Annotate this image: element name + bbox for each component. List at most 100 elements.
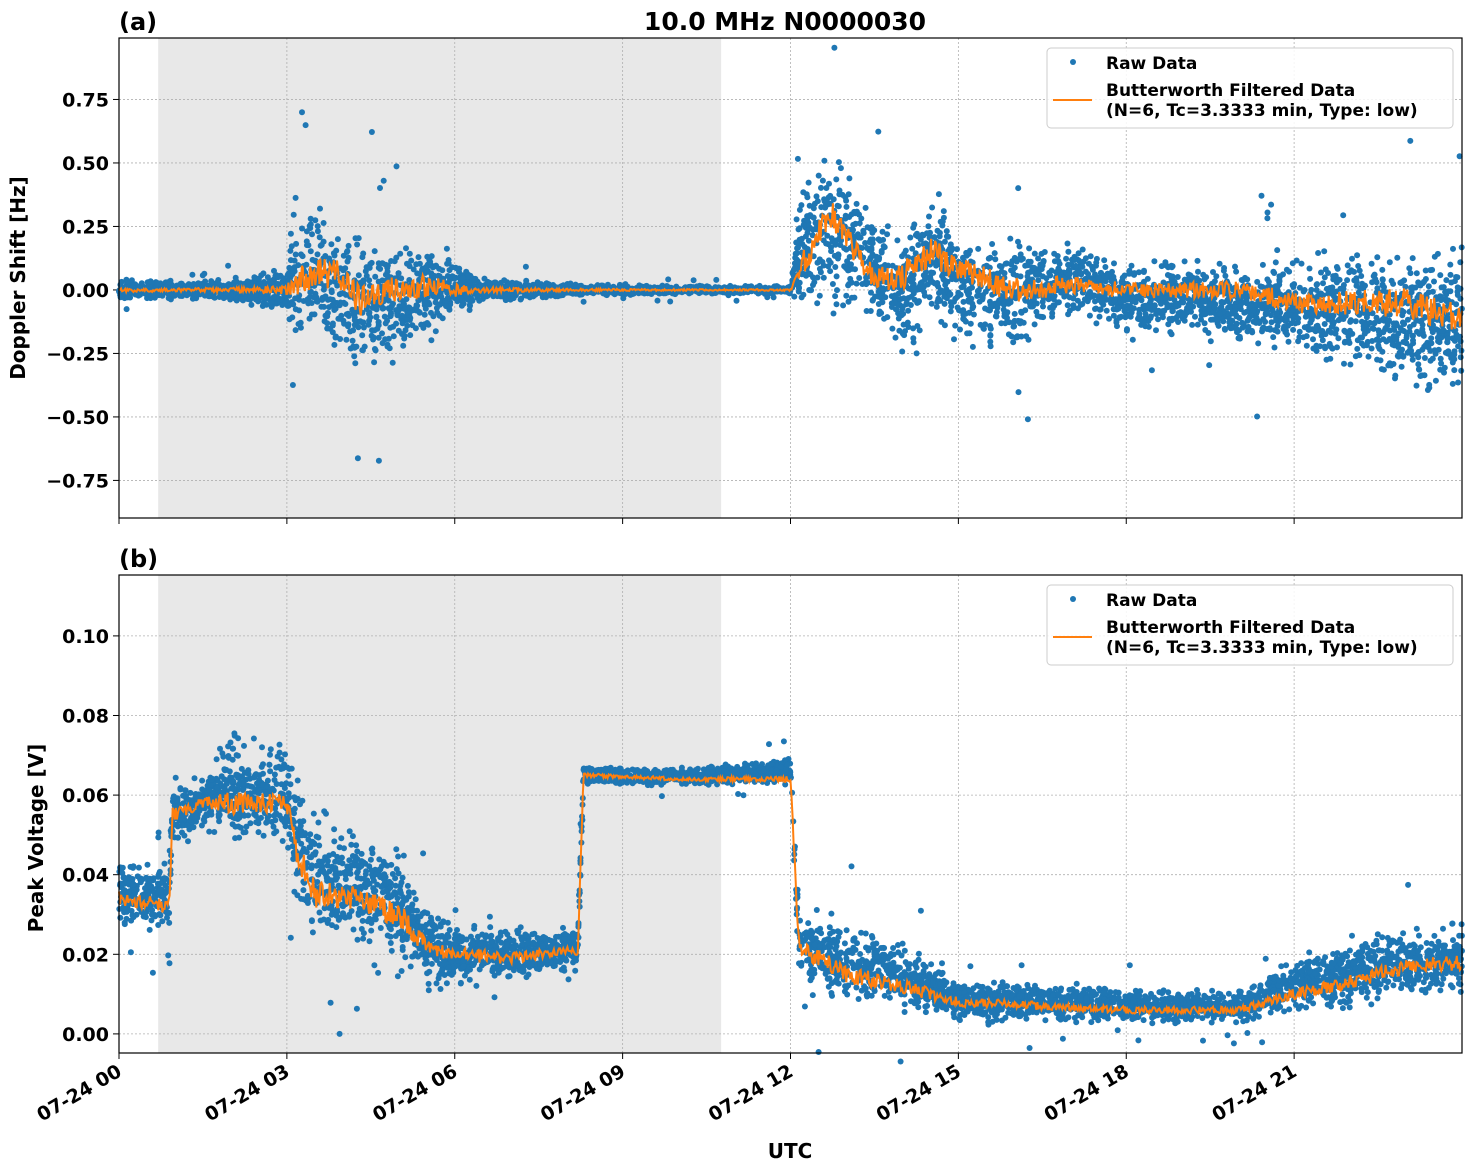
raw-point (373, 347, 379, 353)
raw-point (854, 201, 860, 207)
raw-point (1314, 282, 1320, 288)
raw-point (1040, 304, 1046, 310)
raw-point (867, 257, 873, 263)
raw-point (891, 300, 897, 306)
raw-point (215, 280, 221, 286)
raw-point (1290, 284, 1296, 290)
raw-point (806, 180, 812, 186)
raw-point (1192, 314, 1198, 320)
raw-point (1358, 273, 1364, 279)
raw-point (380, 260, 386, 266)
raw-point (997, 263, 1003, 269)
raw-point (793, 240, 799, 246)
raw-point (1442, 289, 1448, 295)
raw-point (487, 280, 493, 286)
raw-point (388, 312, 394, 318)
raw-point (836, 203, 842, 209)
raw-point (1437, 367, 1443, 373)
raw-point (1017, 256, 1023, 262)
raw-point (425, 322, 431, 328)
raw-point (1153, 327, 1159, 333)
raw-point (957, 327, 963, 333)
raw-point (1450, 246, 1456, 252)
raw-point (399, 313, 405, 319)
raw-point (1274, 247, 1280, 253)
raw-point (1182, 258, 1188, 264)
raw-point (832, 264, 838, 270)
raw-point (1423, 342, 1429, 348)
raw-point (1431, 279, 1437, 285)
raw-point (1270, 334, 1276, 340)
raw-point (818, 185, 824, 191)
raw-point (293, 252, 299, 258)
raw-point (1165, 321, 1171, 327)
raw-point (1219, 299, 1225, 305)
raw-point (910, 225, 916, 231)
raw-point (1313, 327, 1319, 333)
raw-point (1426, 382, 1432, 388)
raw-point (894, 237, 900, 243)
raw-point (980, 292, 986, 298)
raw-point (821, 158, 827, 164)
raw-point (330, 329, 336, 335)
raw-point (929, 301, 935, 307)
raw-point (380, 340, 386, 346)
raw-point (833, 176, 839, 182)
raw-point (951, 336, 957, 342)
raw-point (1094, 256, 1100, 262)
raw-point (1440, 328, 1446, 334)
raw-point (1040, 263, 1046, 269)
raw-point (1065, 302, 1071, 308)
raw-point (275, 274, 281, 280)
raw-point (798, 202, 804, 208)
raw-point (1259, 193, 1265, 199)
raw-point (1088, 253, 1094, 259)
raw-point (263, 296, 269, 302)
raw-point (341, 321, 347, 327)
raw-point (199, 281, 205, 287)
raw-point (869, 251, 875, 257)
raw-point (1051, 251, 1057, 257)
raw-point (312, 311, 318, 317)
raw-point (844, 204, 850, 210)
raw-point (1189, 322, 1195, 328)
raw-point (1085, 298, 1091, 304)
raw-point (493, 280, 499, 286)
raw-point (1307, 266, 1313, 272)
raw-point (947, 291, 953, 297)
raw-point (881, 243, 887, 249)
raw-point (896, 316, 902, 322)
raw-point (1458, 368, 1464, 374)
raw-point (1310, 336, 1316, 342)
raw-point (307, 316, 313, 322)
raw-point (1416, 331, 1422, 337)
raw-point (1091, 293, 1097, 299)
raw-point (655, 298, 661, 304)
raw-point (1399, 312, 1405, 318)
raw-point (1037, 314, 1043, 320)
raw-point (260, 303, 266, 309)
raw-point (1065, 241, 1071, 247)
raw-point (406, 305, 412, 311)
raw-point (713, 277, 719, 283)
raw-point (935, 298, 941, 304)
raw-point (1096, 275, 1102, 281)
raw-point (346, 255, 352, 261)
raw-point (1307, 276, 1313, 282)
raw-point (348, 346, 354, 352)
raw-point (965, 277, 971, 283)
raw-point (1099, 297, 1105, 303)
raw-point (988, 326, 994, 332)
raw-point (1067, 308, 1073, 314)
raw-point (1444, 335, 1450, 341)
raw-point (1136, 311, 1142, 317)
raw-point (1414, 270, 1420, 276)
raw-point (403, 245, 409, 251)
raw-point (936, 191, 942, 197)
raw-point (922, 293, 928, 299)
raw-point (1342, 340, 1348, 346)
raw-point (1138, 317, 1144, 323)
raw-point (921, 272, 927, 278)
raw-point (269, 304, 275, 310)
raw-point (1004, 260, 1010, 266)
